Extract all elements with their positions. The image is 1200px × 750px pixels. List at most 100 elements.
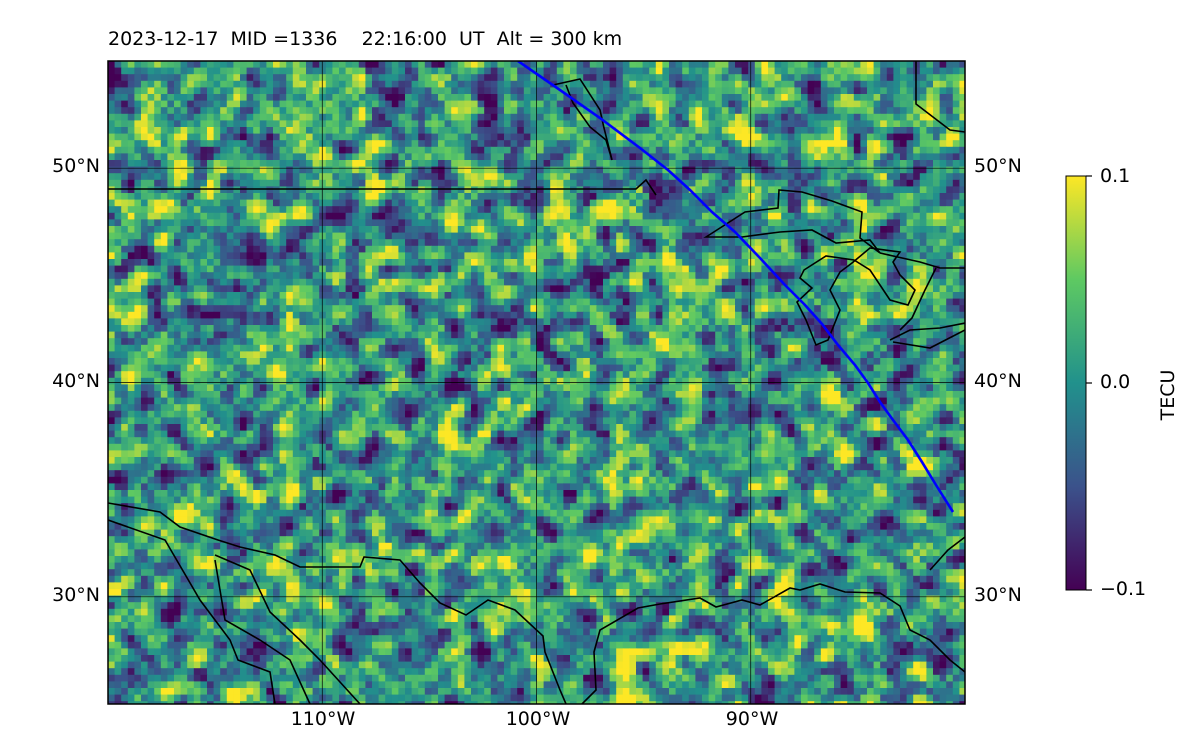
heatmap-cell [266,179,274,187]
heatmap-cell [504,153,512,161]
heatmap-cell [662,166,670,174]
heatmap-cell [220,272,228,280]
heatmap-cell [768,199,776,207]
heatmap-cell [702,226,710,234]
heatmap-cell [761,292,769,300]
heatmap-cell [372,107,380,115]
heatmap-cell [840,245,848,253]
heatmap-cell [820,74,828,82]
heatmap-cell [372,179,380,187]
heatmap-cell [787,226,795,234]
heatmap-cell [127,311,135,319]
heatmap-cell [675,199,683,207]
heatmap-cell [365,278,373,286]
heatmap-cell [358,212,366,220]
heatmap-cell [669,206,677,214]
heatmap-cell [814,259,822,267]
heatmap-cell [240,311,248,319]
heatmap-cell [266,61,274,69]
heatmap-cell [629,61,637,69]
heatmap-cell [946,107,954,115]
heatmap-cell [207,107,215,115]
heatmap-cell [622,74,630,82]
heatmap-cell [365,146,373,154]
heatmap-cell [233,311,241,319]
heatmap-cell [702,160,710,168]
heatmap-cell [537,278,545,286]
heatmap-cell [207,80,215,88]
heatmap-cell [431,265,439,273]
heatmap-cell [721,87,729,95]
heatmap-cell [233,252,241,260]
heatmap-cell [292,67,300,75]
heatmap-cell [768,285,776,293]
heatmap-cell [246,298,254,306]
heatmap-cell [939,133,947,141]
heatmap-cell [741,61,749,69]
heatmap-cell [365,305,373,313]
heatmap-cell [867,252,875,260]
heatmap-cell [108,219,116,227]
heatmap-cell [616,133,624,141]
heatmap-cell [385,311,393,319]
heatmap-cell [840,100,848,108]
heatmap-cell [563,166,571,174]
heatmap-cell [702,133,710,141]
heatmap-cell [820,226,828,234]
heatmap-cell [292,305,300,313]
heatmap-cell [952,278,960,286]
heatmap-cell [570,140,578,148]
heatmap-cell [286,186,294,194]
heatmap-cell [444,193,452,201]
heatmap-cell [688,146,696,154]
heatmap-cell [695,107,703,115]
heatmap-cell [530,245,538,253]
heatmap-cell [589,133,597,141]
heatmap-cell [959,252,965,260]
heatmap-cell [490,107,498,115]
heatmap-cell [603,259,611,267]
heatmap-cell [649,94,657,102]
heatmap-cell [193,265,201,273]
heatmap-cell [880,219,888,227]
heatmap-cell [774,120,782,128]
heatmap-cell [669,120,677,128]
heatmap-cell [827,146,835,154]
heatmap-cell [715,61,723,69]
heatmap-cell [391,226,399,234]
heatmap-cell [490,265,498,273]
heatmap-cell [365,298,373,306]
heatmap-cell [398,252,406,260]
heatmap-cell [471,278,479,286]
heatmap-cell [807,94,815,102]
heatmap-cell [629,219,637,227]
heatmap-cell [418,259,426,267]
heatmap-cell [424,87,432,95]
heatmap-cell [365,87,373,95]
heatmap-cell [781,120,789,128]
heatmap-cell [332,239,340,247]
heatmap-cell [510,245,518,253]
heatmap-cell [609,259,617,267]
heatmap-cell [735,113,743,121]
heatmap-cell [312,146,320,154]
heatmap-cell [721,305,729,313]
heatmap-cell [477,153,485,161]
heatmap-cell [550,186,558,194]
heatmap-cell [820,272,828,280]
heatmap-cell [695,259,703,267]
heatmap-cell [550,113,558,121]
heatmap-cell [774,285,782,293]
heatmap-cell [431,298,439,306]
heatmap-cell [405,140,413,148]
heatmap-cell [728,94,736,102]
heatmap-cell [748,239,756,247]
heatmap-cell [497,94,505,102]
heatmap-cell [629,153,637,161]
heatmap-cell [609,285,617,293]
heatmap-cell [563,199,571,207]
heatmap-cell [471,186,479,194]
heatmap-cell [451,61,459,69]
heatmap-cell [906,199,914,207]
heatmap-cell [814,278,822,286]
